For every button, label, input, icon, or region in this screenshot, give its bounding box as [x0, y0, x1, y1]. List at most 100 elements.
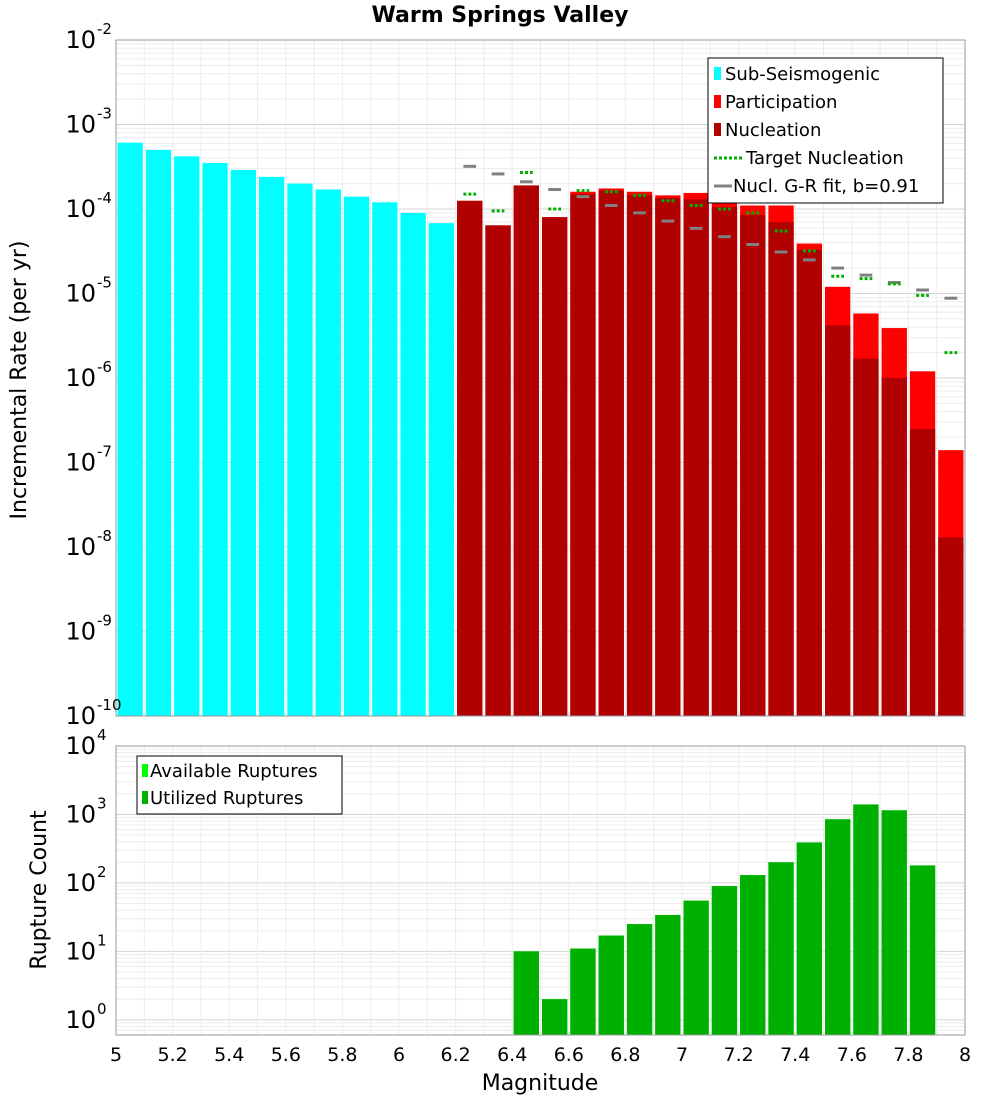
top-y-tick-base: 10: [65, 364, 96, 392]
utilized-ruptures-bar: [655, 914, 681, 1035]
nucleation-bar: [740, 214, 766, 716]
nucleation-bar: [598, 190, 624, 716]
sub-seismogenic-bar: [259, 176, 285, 717]
sub-seismogenic-bar: [202, 163, 228, 716]
x-tick-label: 6.8: [610, 1044, 640, 1066]
utilized-ruptures-bar: [683, 900, 709, 1035]
sub-seismogenic-bar: [315, 189, 341, 716]
sub-seismogenic-bar: [400, 212, 426, 716]
x-tick-label: 5.2: [157, 1044, 187, 1066]
utilized-ruptures-bar: [825, 819, 851, 1035]
top-legend-box: [707, 57, 944, 204]
top-y-tick-exponent: -5: [97, 274, 112, 292]
top-y-tick-base: 10: [65, 26, 96, 54]
bottom-plot-bars: [513, 804, 936, 1035]
top-y-tick-exponent: -4: [97, 189, 112, 207]
legend-swatch: [714, 67, 721, 80]
bottom-y-tick-exponent: 3: [97, 794, 107, 812]
top-y-tick-base: 10: [65, 533, 96, 561]
bottom-plot-frame: [115, 745, 966, 1036]
x-tick-label: 5.6: [271, 1044, 301, 1066]
x-tick-label: 7.2: [723, 1044, 753, 1066]
x-tick-label: 7.4: [780, 1044, 810, 1066]
top-y-tick-exponent: -6: [97, 358, 112, 376]
bottom-plot-grid: [115, 745, 966, 1036]
bottom-y-tick-base: 10: [65, 800, 96, 828]
utilized-ruptures-bar: [711, 886, 738, 1035]
utilized-ruptures-bar: [626, 924, 653, 1035]
sub-seismogenic-bar: [287, 183, 313, 716]
top-y-tick-base: 10: [65, 111, 96, 139]
nucleation-bar: [853, 358, 879, 716]
nucleation-bar: [542, 217, 568, 716]
utilized-ruptures-bar: [740, 875, 766, 1035]
x-tick-label: 8: [959, 1044, 971, 1066]
nucleation-bar: [485, 225, 511, 716]
top-y-tick-exponent: -3: [97, 105, 112, 123]
sub-seismogenic-bar: [372, 202, 398, 716]
x-tick-label: 5.4: [214, 1044, 244, 1066]
top-y-tick-base: 10: [65, 702, 96, 730]
x-tick-label: 5.8: [327, 1044, 357, 1066]
x-axis-label: Magnitude: [482, 1071, 599, 1096]
nucleation-bar: [825, 325, 851, 716]
bottom-y-tick-base: 10: [65, 869, 96, 897]
nucleation-bar: [881, 378, 907, 716]
nucleation-bar: [513, 185, 539, 717]
x-tick-label: 7.8: [893, 1044, 923, 1066]
nucleation-bar: [570, 194, 596, 716]
bottom-y-tick-base: 10: [65, 937, 96, 965]
bottom-y-tick-exponent: 1: [97, 931, 107, 949]
utilized-ruptures-bar: [853, 804, 879, 1035]
x-tick-label: 6.2: [440, 1044, 470, 1066]
nucleation-bar: [711, 207, 738, 716]
legend-label: Sub-Seismogenic: [725, 64, 880, 85]
utilized-ruptures-bar: [796, 842, 822, 1035]
top-y-tick-base: 10: [65, 618, 96, 646]
utilized-ruptures-bar: [768, 862, 794, 1035]
nucleation-bar: [457, 200, 483, 717]
legend-label: Participation: [725, 92, 837, 113]
sub-seismogenic-bar: [343, 196, 370, 717]
top-y-tick-base: 10: [65, 449, 96, 477]
legend-label: Nucleation: [725, 120, 821, 141]
top-y-tick-exponent: -2: [97, 20, 112, 38]
x-tick-label: 5: [110, 1044, 122, 1066]
legend-label: Target Nucleation: [745, 148, 904, 169]
utilized-ruptures-bar: [542, 999, 568, 1035]
nucleation-bar: [655, 197, 681, 716]
bottom-y-tick-exponent: 4: [97, 726, 107, 744]
bottom-y-tick-base: 10: [65, 732, 96, 760]
utilized-ruptures-bar: [598, 935, 624, 1035]
top-y-tick-exponent: -10: [97, 696, 122, 714]
bottom-y-tick-exponent: 0: [97, 1000, 107, 1018]
nucleation-bar: [909, 428, 936, 716]
top-y-tick-base: 10: [65, 195, 96, 223]
bottom-y-axis-label: Rupture Count: [27, 810, 52, 970]
x-tick-label: 6.4: [497, 1044, 527, 1066]
top-y-tick-exponent: -7: [97, 443, 112, 461]
legend-swatch: [714, 123, 721, 136]
sub-seismogenic-bar: [174, 156, 200, 716]
legend-swatch: [714, 95, 721, 108]
legend-label: Utilized Ruptures: [150, 788, 303, 809]
utilized-ruptures-bar: [513, 951, 539, 1035]
top-y-axis-label: Incremental Rate (per yr): [7, 241, 32, 520]
bottom-legend: Available Ruptures Utilized Ruptures: [136, 755, 343, 815]
top-y-tick-exponent: -9: [97, 612, 112, 630]
x-tick-label: 7: [676, 1044, 688, 1066]
nucleation-bar: [626, 195, 653, 717]
top-legend: Sub-Seismogenic Participation Nucleation Ta…: [707, 57, 944, 204]
x-tick-label: 7.6: [837, 1044, 867, 1066]
bottom-legend-box: [136, 755, 343, 815]
legend-swatch: [142, 764, 148, 777]
nucleation-bar: [938, 537, 964, 716]
utilized-ruptures-bar: [570, 948, 596, 1035]
sub-seismogenic-bar: [145, 149, 172, 717]
top-plot-markers: [463, 164, 958, 355]
utilized-ruptures-bar: [909, 865, 936, 1035]
nucleation-bar: [768, 222, 794, 716]
